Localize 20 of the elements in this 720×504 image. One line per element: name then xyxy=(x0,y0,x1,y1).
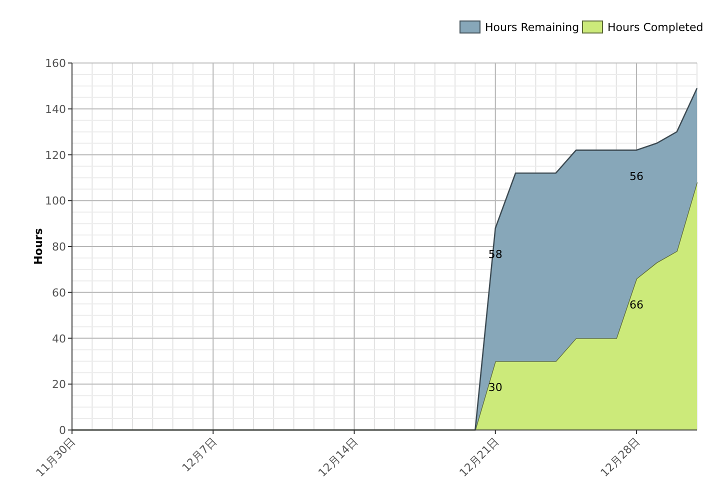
data-label: 66 xyxy=(630,298,644,312)
y-tick-label: 80 xyxy=(52,240,66,254)
x-tick-label: 12月28日 xyxy=(598,434,643,480)
x-tick-label: 12月7日 xyxy=(180,434,220,475)
data-label: 30 xyxy=(488,381,502,394)
legend-label: Hours Remaining xyxy=(485,21,580,34)
y-tick-label: 60 xyxy=(52,286,66,300)
y-tick-label: 0 xyxy=(59,424,66,437)
x-tick-label: 11月30日 xyxy=(34,434,78,480)
y-tick-label: 100 xyxy=(45,194,66,208)
data-label: 56 xyxy=(630,170,644,184)
y-tick-label: 160 xyxy=(45,57,66,70)
y-tick-label: 20 xyxy=(52,378,66,392)
y-tick-label: 40 xyxy=(52,332,66,346)
x-tick-label: 12月21日 xyxy=(456,434,502,480)
x-tick-label: 12月14日 xyxy=(316,434,360,480)
y-tick-label: 120 xyxy=(45,148,66,162)
legend-label: Hours Completed xyxy=(608,21,704,34)
y-axis-title: Hours xyxy=(32,228,45,265)
y-tick-label: 140 xyxy=(45,102,66,116)
